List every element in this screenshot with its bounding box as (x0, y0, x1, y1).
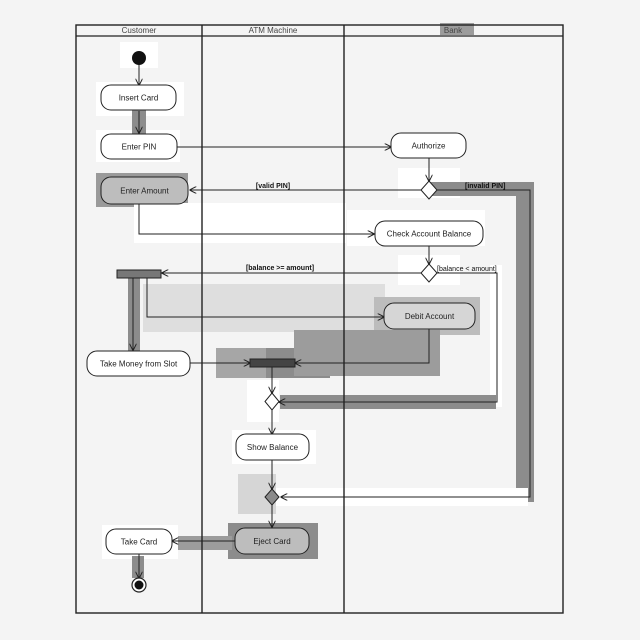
swimlane-frame (75, 24, 564, 614)
action-authorize: Authorize (390, 132, 467, 159)
lane-title-customer: Customer (122, 26, 157, 35)
action-eject-card: Eject Card (234, 527, 310, 555)
guard-balance-low: [balance < amount] (437, 266, 497, 273)
start-node (132, 51, 146, 65)
svg-text:Eject Card: Eject Card (253, 537, 290, 546)
edge-balance-low (279, 272, 498, 402)
decision-balance (420, 263, 438, 283)
guard-invalid-pin: [invalid PIN] (465, 183, 505, 190)
edge-amount-check (138, 204, 374, 234)
guard-valid-pin: [valid PIN] (256, 183, 290, 190)
svg-text:Insert Card: Insert Card (119, 94, 159, 103)
decision-pin (420, 180, 438, 200)
merge-after-withdrawal (264, 392, 280, 411)
svg-text:Debit Account: Debit Account (405, 312, 455, 321)
svg-text:Take Card: Take Card (121, 538, 157, 547)
edge-debit-join (295, 329, 430, 363)
action-show-balance: Show Balance (235, 433, 310, 461)
action-insert-card: Insert Card (100, 84, 177, 111)
merge-before-eject (264, 488, 280, 506)
action-debit-account: Debit Account (383, 302, 476, 330)
guard-balance-ok: [balance >= amount] (246, 265, 314, 272)
edge-fork-debit (146, 278, 384, 317)
svg-text:Enter Amount: Enter Amount (120, 187, 169, 196)
lane-title-atm: ATM Machine (249, 26, 298, 35)
svg-text:Authorize: Authorize (412, 142, 446, 151)
svg-text:Take Money from Slot: Take Money from Slot (100, 360, 178, 369)
action-enter-pin: Enter PIN (100, 133, 178, 160)
action-take-card: Take Card (105, 528, 173, 555)
action-check-balance: Check Account Balance (374, 220, 484, 247)
fork-bar (116, 269, 162, 279)
end-node (131, 577, 147, 593)
join-bar (249, 358, 296, 368)
lane-title-bank: Bank (444, 26, 463, 35)
svg-text:Enter PIN: Enter PIN (122, 143, 157, 152)
svg-text:Check Account Balance: Check Account Balance (387, 230, 472, 239)
svg-text:Show Balance: Show Balance (247, 443, 299, 452)
action-enter-amount: Enter Amount (100, 176, 189, 205)
edge-invalid-pin (281, 189, 531, 497)
action-take-money: Take Money from Slot (86, 350, 191, 377)
edges (133, 65, 531, 578)
